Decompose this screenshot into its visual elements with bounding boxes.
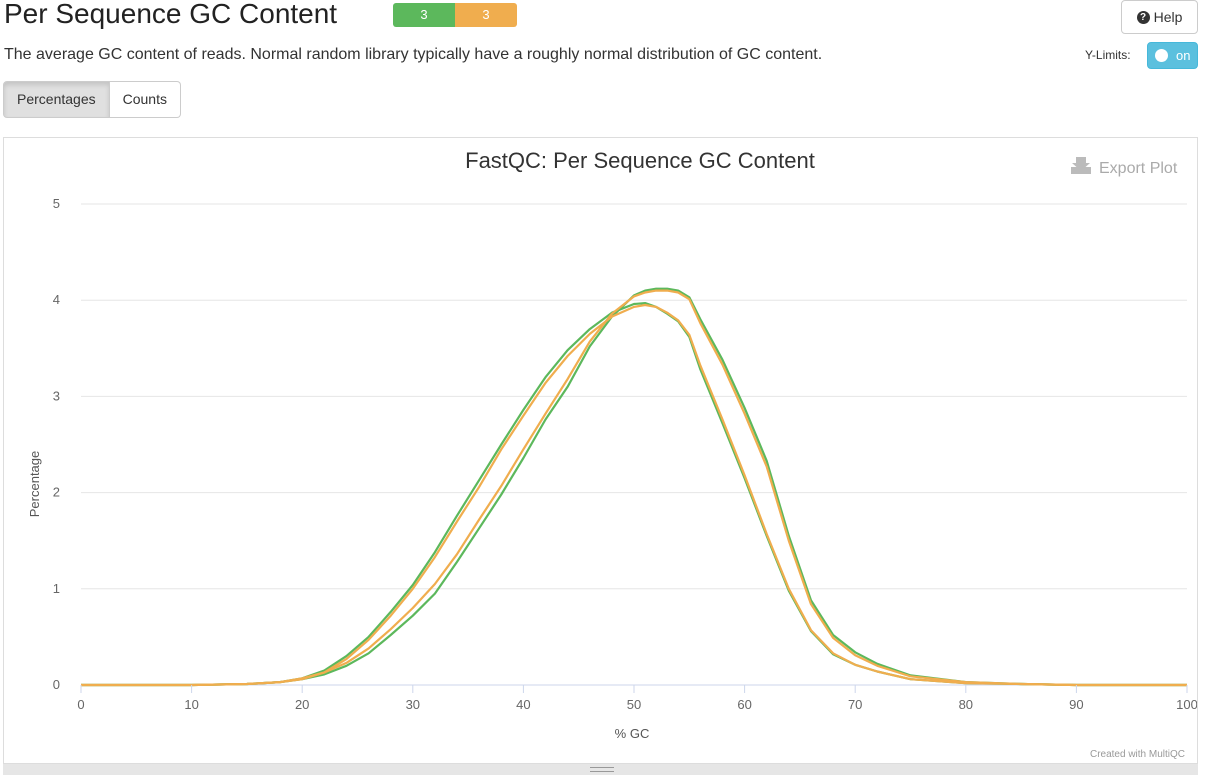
x-tick-label: 70 xyxy=(848,697,862,712)
ylimits-label: Y-Limits: xyxy=(1085,48,1131,62)
y-tick-label: 3 xyxy=(53,388,60,403)
x-tick-label: 80 xyxy=(959,697,973,712)
export-plot-button[interactable]: Export Plot xyxy=(1071,157,1178,177)
status-bar[interactable]: 3 3 xyxy=(393,3,517,27)
status-pass-count[interactable]: 3 xyxy=(393,3,455,27)
ylimits-toggle[interactable]: on xyxy=(1147,42,1198,69)
page-title: Per Sequence GC Content xyxy=(4,0,338,29)
help-button[interactable]: ? Help xyxy=(1121,0,1198,34)
export-plot-label: Export Plot xyxy=(1099,160,1178,177)
x-tick-label: 10 xyxy=(184,697,198,712)
grip-icon xyxy=(590,767,614,772)
help-label: Help xyxy=(1153,9,1183,25)
series-line-1[interactable] xyxy=(81,287,1187,687)
y-tick-label: 4 xyxy=(53,292,60,307)
x-tick-label: 50 xyxy=(627,697,641,712)
y-tick-label: 2 xyxy=(53,485,60,500)
series-lines xyxy=(81,287,1187,687)
plot-container: 0 1 2 3 4 5 0 10 20 30 40 50 60 70 80 90 100 FastQC: Per… xyxy=(3,137,1198,764)
x-tick-label: 40 xyxy=(516,697,530,712)
x-tick-label: 100 xyxy=(1176,697,1197,712)
status-warn-count[interactable]: 3 xyxy=(455,3,517,27)
x-tick-label: 20 xyxy=(295,697,309,712)
section-description: The average GC content of reads. Normal … xyxy=(4,46,823,63)
x-tick-label: 90 xyxy=(1069,697,1083,712)
series-line-2[interactable] xyxy=(81,302,1187,687)
grid-lines xyxy=(81,203,1187,686)
series-line-4[interactable] xyxy=(81,303,1187,687)
y-axis-label: Percentage xyxy=(27,451,42,518)
x-tick-label: 60 xyxy=(737,697,751,712)
tab-counts[interactable]: Counts xyxy=(109,81,181,118)
x-tick-label: 30 xyxy=(406,697,420,712)
y-tick-label: 1 xyxy=(53,581,60,596)
y-tick-label: 5 xyxy=(53,196,60,211)
toggle-state: on xyxy=(1176,48,1191,63)
plot-resize-handle[interactable] xyxy=(3,764,1198,775)
toggle-knob-icon xyxy=(1155,49,1168,62)
tab-percentages[interactable]: Percentages xyxy=(3,81,110,118)
download-icon xyxy=(1071,157,1091,174)
x-tick-label: 0 xyxy=(77,697,84,712)
y-tick-label: 0 xyxy=(53,677,60,692)
credit-text: Created with MultiQC xyxy=(1090,749,1185,760)
series-line-3[interactable] xyxy=(81,289,1187,687)
x-axis-label: % GC xyxy=(615,726,650,741)
data-view-tabs: Percentages Counts xyxy=(3,81,181,118)
chart-title: FastQC: Per Sequence GC Content xyxy=(465,148,815,173)
question-circle-icon: ? xyxy=(1136,10,1150,24)
